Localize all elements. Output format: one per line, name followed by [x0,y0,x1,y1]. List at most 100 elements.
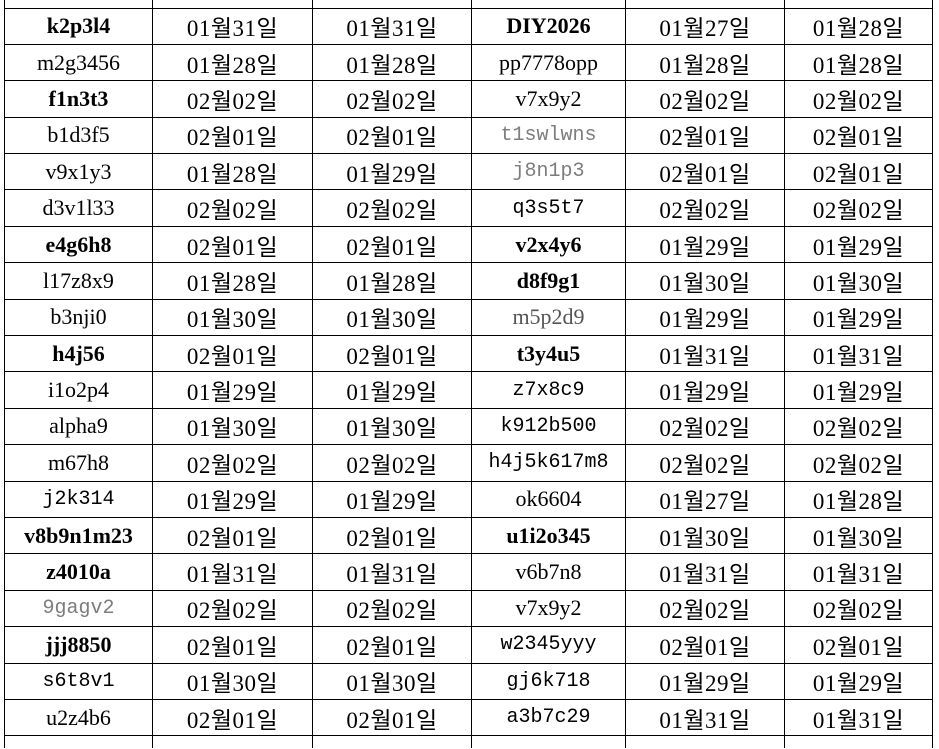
id-cell: m67h8 [4,444,153,482]
date-cell: 01월31일 [784,698,933,737]
clipped-cell [152,0,313,9]
id-cell: alpha9 [4,407,153,446]
clipped-cell [784,735,933,748]
date-cell: 02월01일 [312,116,472,155]
date-cell: 01월29일 [312,480,472,518]
id-cell: f1n3t3 [4,80,153,118]
date-cell: 02월01일 [152,225,313,264]
date-cell: 01월31일 [152,7,313,45]
date-cell: 01월28일 [152,262,313,300]
id-cell: 9gagv2 [4,589,153,628]
date-cell: 01월29일 [625,662,785,700]
date-cell: 02월01일 [312,626,472,664]
date-cell: 01월29일 [312,371,472,409]
date-cell: 01월29일 [152,480,313,518]
table-row: v9x1y3 01월28일 01월29일 j8n1p3 02월01일 02월01일 [4,153,933,191]
table-row: z4010a 01월31일 01월31일 v6b7n8 01월31일 01월31일 [4,553,933,591]
id-cell: e4g6h8 [4,225,153,264]
id-cell: ok6604 [471,480,626,518]
date-cell: 02월02일 [784,589,933,628]
clipped-row-top [4,0,933,9]
dates-table: k2p3l4 01월31일 01월31일 DIY2026 01월27일 01월28일 m2g… [4,0,933,748]
date-cell: 02월02일 [625,589,785,628]
table-row: v8b9n1m23 02월01일 02월01일 u1i2o345 01월30일 01월30… [4,516,933,555]
id-cell: b3nji0 [4,298,153,337]
date-cell: 02월01일 [625,626,785,664]
table-row: s6t8v1 01월30일 01월30일 gj6k718 01월29일 01월29일 [4,662,933,700]
table-row: m67h8 02월02일 02월02일 h4j5k617m8 02월02일 02월02일 [4,444,933,482]
table-row: h4j56 02월01일 02월01일 t3y4u5 01월31일 01월31일 [4,335,933,373]
table-row: b1d3f5 02월01일 02월01일 t1swlwns 02월01일 02월01일 [4,116,933,155]
date-cell: 01월29일 [784,298,933,337]
date-cell: 02월01일 [625,153,785,191]
date-cell: 01월29일 [312,153,472,191]
date-cell: 01월30일 [152,407,313,446]
date-cell: 01월27일 [625,7,785,45]
date-cell: 02월01일 [152,626,313,664]
date-cell: 01월30일 [152,662,313,700]
table-row: f1n3t3 02월02일 02월02일 v7x9y2 02월02일 02월02일 [4,80,933,118]
clipped-cell [784,0,933,9]
date-cell: 02월02일 [784,80,933,118]
date-cell: 01월29일 [625,225,785,264]
clipped-cell [471,0,626,9]
table-row: jjj8850 02월01일 02월01일 w2345yyy 02월01일 02월01일 [4,626,933,664]
id-cell: i1o2p4 [4,371,153,409]
date-cell: 01월28일 [784,480,933,518]
id-cell: q3s5t7 [471,189,626,227]
date-cell: 01월28일 [152,153,313,191]
date-cell: 01월31일 [625,553,785,591]
date-cell: 01월28일 [312,262,472,300]
id-cell: s6t8v1 [4,662,153,700]
date-cell: 02월01일 [152,698,313,737]
id-cell: z7x8c9 [471,371,626,409]
date-cell: 02월01일 [312,225,472,264]
date-cell: 02월01일 [152,116,313,155]
id-cell: jjj8850 [4,626,153,664]
date-cell: 01월30일 [312,407,472,446]
clipped-cell [312,735,472,748]
date-cell: 02월01일 [312,335,472,373]
table-row: k2p3l4 01월31일 01월31일 DIY2026 01월27일 01월28일 [4,7,933,45]
date-cell: 02월01일 [312,516,472,555]
date-cell: 01월30일 [152,298,313,337]
date-cell: 02월02일 [152,444,313,482]
id-cell: v7x9y2 [471,589,626,628]
table-row: u2z4b6 02월01일 02월01일 a3b7c29 01월31일 01월31일 [4,698,933,737]
id-cell: d3v1l33 [4,189,153,227]
date-cell: 02월01일 [784,153,933,191]
id-cell: m5p2d9 [471,298,626,337]
id-cell: v6b7n8 [471,553,626,591]
id-cell: pp7778opp [471,43,626,82]
date-cell: 02월02일 [625,444,785,482]
id-cell: b1d3f5 [4,116,153,155]
date-cell: 02월02일 [312,444,472,482]
id-cell: DIY2026 [471,7,626,45]
id-cell: v2x4y6 [471,225,626,264]
date-cell: 02월02일 [312,189,472,227]
date-cell: 01월27일 [625,480,785,518]
table-row: j2k314 01월29일 01월29일 ok6604 01월27일 01월28일 [4,480,933,518]
date-cell: 02월02일 [152,189,313,227]
id-cell: u1i2o345 [471,516,626,555]
date-cell: 01월31일 [312,553,472,591]
clipped-cell [625,735,785,748]
id-cell: z4010a [4,553,153,591]
id-cell: t1swlwns [471,116,626,155]
date-cell: 02월01일 [152,516,313,555]
id-cell: u2z4b6 [4,698,153,737]
id-cell: k912b500 [471,407,626,446]
date-cell: 01월30일 [312,298,472,337]
date-cell: 01월28일 [625,43,785,82]
date-cell: 02월01일 [625,116,785,155]
clipped-cell [4,735,153,748]
date-cell: 01월30일 [784,516,933,555]
date-cell: 02월02일 [625,189,785,227]
table-row: l17z8x9 01월28일 01월28일 d8f9g1 01월30일 01월30일 [4,262,933,300]
clipped-cell [152,735,313,748]
table-body: k2p3l4 01월31일 01월31일 DIY2026 01월27일 01월28일 m2g… [4,0,933,748]
id-cell: gj6k718 [471,662,626,700]
date-cell: 02월02일 [784,407,933,446]
date-cell: 01월29일 [784,662,933,700]
clipped-cell [312,0,472,9]
